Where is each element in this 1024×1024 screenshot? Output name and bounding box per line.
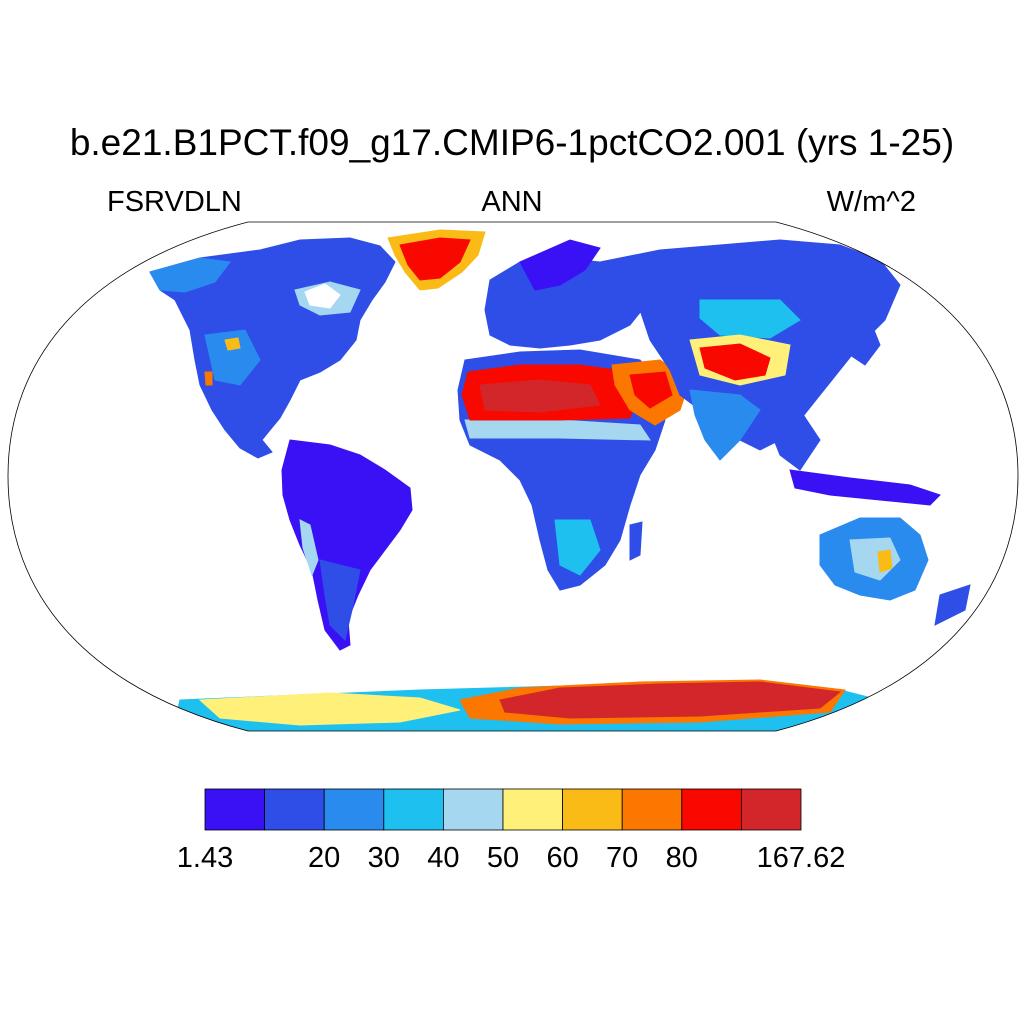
region-mongolia	[699, 299, 801, 339]
region-hudson-white	[304, 283, 341, 309]
region-us-dry	[224, 337, 241, 351]
region-patagonia	[319, 559, 361, 641]
colorbar	[204, 788, 802, 831]
plot-title: b.e21.B1PCT.f09_g17.CMIP6-1pctCO2.001 (y…	[69, 122, 955, 163]
region-indochina	[759, 399, 821, 471]
colorbar-label: 70	[606, 842, 639, 874]
region-india	[689, 389, 761, 461]
region-us-west	[204, 329, 261, 386]
colorbar-box-0	[204, 788, 265, 831]
region-madagascar	[629, 521, 643, 561]
colorbar-label: 20	[308, 842, 341, 874]
colorbar-box-7	[621, 788, 683, 831]
colorbar-label: 167.62	[756, 842, 846, 874]
colorbar-box-3	[383, 788, 444, 831]
colorbar-box-1	[264, 788, 325, 831]
colorbar-box-9	[741, 788, 802, 831]
colorbar-label: 60	[546, 842, 579, 874]
region-antarctica-west	[198, 692, 461, 726]
region-kalahari	[554, 519, 601, 576]
region-new-zealand	[934, 584, 971, 626]
colorbar-box-2	[323, 788, 385, 831]
region-antarctica-east	[499, 681, 842, 719]
units-label: W/m^2	[826, 186, 916, 218]
region-arabia-core	[629, 371, 673, 409]
region-taklamakan	[699, 343, 771, 381]
map-regions	[149, 229, 971, 731]
colorbar-label: 50	[486, 842, 520, 874]
variable-label: FSRVDLN	[107, 186, 242, 218]
colorbar-label: 80	[665, 842, 698, 874]
region-australia-hot	[877, 549, 893, 573]
region-japan	[849, 319, 881, 366]
region-greenland	[399, 237, 471, 281]
region-sahara-core	[479, 379, 601, 413]
region-mexico-hot	[204, 371, 213, 386]
region-scandinavia	[519, 239, 601, 291]
colorbar-label: 30	[367, 842, 400, 874]
region-indonesia	[789, 469, 941, 506]
season-label: ANN	[481, 186, 543, 218]
colorbar-label: 40	[427, 842, 460, 874]
colorbar-box-5	[502, 788, 563, 831]
map-border	[7, 221, 1019, 732]
region-alaska-cold	[149, 257, 231, 293]
region-andes	[299, 519, 319, 577]
colorbar-box-4	[442, 788, 504, 831]
colorbar-label: 1.43	[176, 842, 234, 874]
colorbar-box-6	[562, 788, 623, 831]
colorbar-box-8	[681, 788, 742, 831]
